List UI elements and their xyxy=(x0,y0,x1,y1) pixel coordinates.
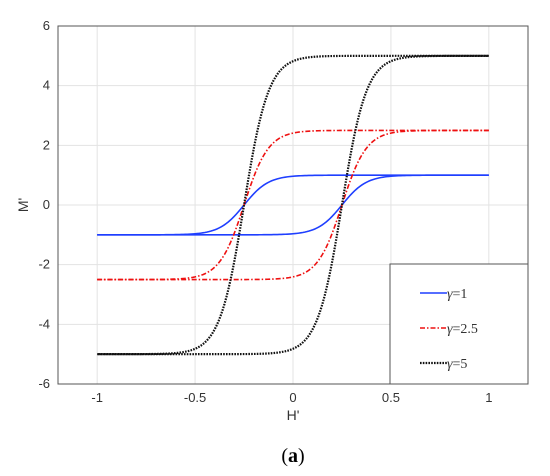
x-axis-label: H' xyxy=(287,407,300,423)
legend-entry-label: γ=5 xyxy=(447,357,467,372)
y-tick-label: 0 xyxy=(43,197,50,212)
x-tick-label: 0.5 xyxy=(382,390,400,405)
figure-caption: (a) xyxy=(281,445,304,467)
y-axis-label: M' xyxy=(15,198,31,212)
legend-gamma-symbol: γ xyxy=(447,287,453,302)
caption-close-paren: ) xyxy=(298,445,305,467)
caption-open-paren: ( xyxy=(281,445,288,467)
y-tick-label: 4 xyxy=(43,78,50,93)
legend-value: =2.5 xyxy=(453,322,478,337)
y-tick-label: -6 xyxy=(38,376,50,391)
legend-entry-label: γ=2.5 xyxy=(447,322,478,337)
y-tick-label: -4 xyxy=(38,316,50,331)
x-tick-label: 0 xyxy=(289,390,296,405)
series-descending-branch xyxy=(97,129,489,281)
series-descending-branch xyxy=(97,174,489,236)
y-tick-label: 2 xyxy=(43,137,50,152)
caption-letter: a xyxy=(288,445,298,467)
series-ascending-branch xyxy=(97,54,489,356)
legend: γ=1γ=2.5γ=5 xyxy=(389,263,529,385)
legend-gamma-symbol: γ xyxy=(447,322,453,337)
series-descending-branch xyxy=(97,54,489,356)
x-tick-labels: -1 -0.5 0 0.5 1 xyxy=(91,390,492,405)
legend-box xyxy=(389,263,529,385)
y-tick-label: 6 xyxy=(43,18,50,33)
x-tick-label: -0.5 xyxy=(184,390,206,405)
legend-value: =5 xyxy=(453,357,468,372)
plot-area-frame xyxy=(57,25,529,385)
legend-entry-label: γ=1 xyxy=(447,287,467,302)
x-tick-label: 1 xyxy=(485,390,492,405)
series-layer xyxy=(97,54,489,356)
y-tick-labels: -6 -4 -2 0 2 4 6 xyxy=(38,18,50,391)
legend-gamma-symbol: γ xyxy=(447,357,453,372)
x-tick-label: -1 xyxy=(91,390,103,405)
y-tick-label: -2 xyxy=(38,257,50,272)
legend-value: =1 xyxy=(453,287,468,302)
